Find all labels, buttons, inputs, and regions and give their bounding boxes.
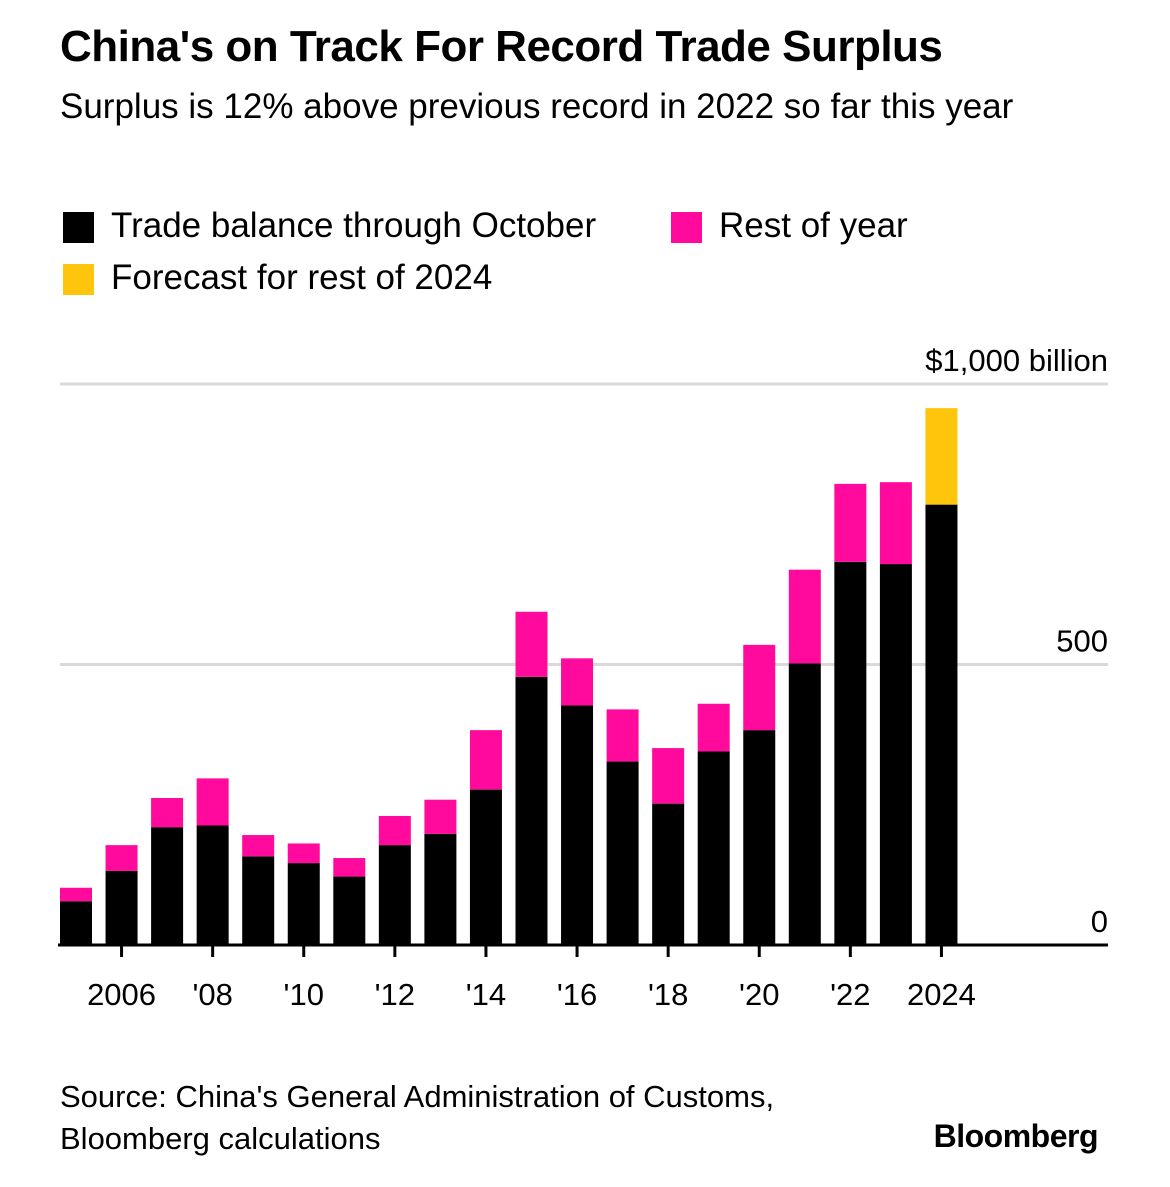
x-tick-label-2012: '12 [375, 977, 415, 1012]
bar-2009-rest-of-year [242, 835, 275, 857]
bar-2015-trade-balance-through-october [515, 676, 548, 945]
bar-2008-trade-balance-through-october [196, 825, 229, 945]
bar-2018-trade-balance-through-october [652, 803, 685, 945]
bar-2012-trade-balance-through-october [378, 845, 411, 945]
bar-2009-trade-balance-through-october [242, 856, 275, 945]
legend-label-rest-of-year: Rest of year [719, 206, 908, 245]
y-tick-label-0: 0 [1091, 904, 1108, 939]
source-note: Source: China's General Administration o… [60, 1079, 775, 1156]
bar-2005-trade-balance-through-october [60, 901, 92, 945]
bar-2011-rest-of-year [333, 858, 366, 877]
x-tick-label-2010: '10 [284, 977, 324, 1012]
bar-2020-rest-of-year [743, 644, 776, 731]
bar-2010-trade-balance-through-october [287, 863, 320, 945]
x-tick-label-2018: '18 [648, 977, 688, 1012]
bar-2011-trade-balance-through-october [333, 876, 366, 945]
y-tick-label-500: 500 [1056, 624, 1108, 659]
legend-swatch-forecast [63, 264, 94, 295]
bar-2021-trade-balance-through-october [788, 663, 821, 945]
x-tick-label-2016: '16 [557, 977, 597, 1012]
bar-2019-rest-of-year [697, 703, 730, 752]
bar-2013-trade-balance-through-october [424, 833, 457, 945]
bar-2015-rest-of-year [515, 611, 548, 677]
legend-swatch-trade-balance [63, 212, 94, 243]
bar-2014-trade-balance-through-october [469, 789, 502, 945]
bar-2019-trade-balance-through-october [697, 751, 730, 945]
x-tick-label-2024: 2024 [907, 977, 976, 1012]
chart-subtitle: Surplus is 12% above previous record in … [60, 87, 1014, 126]
bar-2014-rest-of-year [469, 730, 502, 790]
x-tick-label-2022: '22 [830, 977, 870, 1012]
chart-title: China's on Track For Record Trade Surplu… [60, 22, 943, 71]
legend-label-trade-balance: Trade balance through October [111, 206, 597, 245]
bar-2022-trade-balance-through-october [834, 561, 867, 945]
bar-chart: 0 500 $1,000 billion 2006 '08 '10 '12 '14 '16 '18… [58, 343, 1108, 1012]
bar-2013-rest-of-year [424, 799, 457, 834]
bar-2012-rest-of-year [378, 815, 411, 846]
legend-label-forecast: Forecast for rest of 2024 [111, 258, 493, 297]
bar-2006-rest-of-year [105, 845, 138, 871]
bar-2017-rest-of-year [606, 709, 639, 762]
bar-2023-rest-of-year [879, 482, 912, 565]
bar-2016-rest-of-year [561, 658, 594, 706]
bar-2021-rest-of-year [788, 569, 821, 664]
x-tick-label-2014: '14 [466, 977, 506, 1012]
bar-2007-trade-balance-through-october [151, 827, 184, 945]
x-tick-label-2020: '20 [739, 977, 779, 1012]
legend-swatch-rest-of-year [671, 212, 702, 243]
bar-2010-rest-of-year [287, 843, 320, 864]
bloomberg-logo: Bloomberg [933, 1118, 1099, 1154]
bar-2023-trade-balance-through-october [879, 564, 912, 945]
bar-2006-trade-balance-through-october [105, 870, 138, 945]
y-tick-label-1000: $1,000 billion [925, 343, 1108, 378]
bar-2017-trade-balance-through-october [606, 761, 639, 945]
bar-2005-rest-of-year [60, 887, 92, 902]
bar-2022-rest-of-year [834, 483, 867, 562]
bar-2008-rest-of-year [196, 778, 229, 826]
bar-2024-forecast-for-rest-of-2024 [925, 408, 958, 505]
bar-2018-rest-of-year [652, 748, 685, 804]
bar-2007-rest-of-year [151, 798, 184, 828]
bar-2016-trade-balance-through-october [561, 705, 594, 945]
bar-2024-trade-balance-through-october [925, 504, 958, 945]
x-tick-label-2006: 2006 [87, 977, 156, 1012]
x-tick-label-2008: '08 [192, 977, 232, 1012]
bar-2020-trade-balance-through-october [743, 730, 776, 945]
